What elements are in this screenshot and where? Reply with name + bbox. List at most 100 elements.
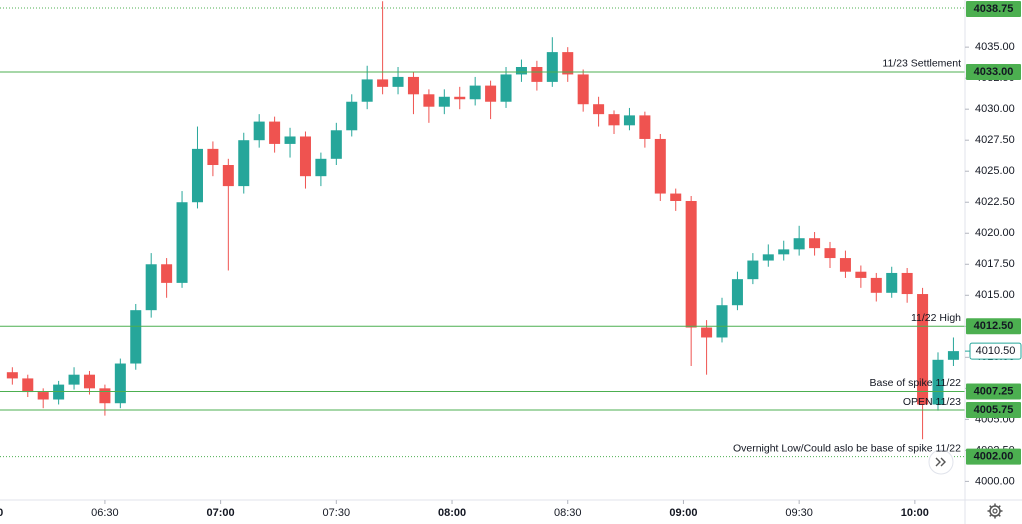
candle-body — [407, 76, 419, 95]
candle-body — [577, 74, 589, 105]
candle-body — [330, 130, 342, 159]
candle-body — [238, 140, 250, 187]
candle-body — [515, 66, 527, 75]
y-tick-label: 4027.50 — [975, 134, 1015, 146]
candle-body — [623, 115, 635, 126]
y-tick-label: 4000.00 — [975, 475, 1015, 487]
level-note: 11/22 High — [911, 312, 961, 324]
candle-body — [793, 238, 805, 250]
candle-body — [593, 104, 605, 115]
level-note: OPEN 11/23 — [903, 396, 961, 408]
candle-body — [500, 74, 512, 102]
candle-body — [886, 272, 898, 293]
level-note: 11/23 Settlement — [882, 58, 961, 70]
candle-body — [855, 271, 867, 278]
level-label-box — [966, 448, 1021, 465]
x-tick-label: 07:00 — [207, 507, 235, 519]
level-label-box — [966, 318, 1021, 335]
level-note: Base of spike 11/22 — [870, 377, 962, 389]
plot-area — [0, 1, 965, 458]
y-tick-label: 4035.00 — [975, 41, 1015, 53]
candle-body — [685, 200, 697, 328]
level-label: 4038.75 — [974, 3, 1014, 15]
candle-body — [161, 264, 173, 283]
x-tick-label: 06:30 — [91, 507, 119, 519]
candle-body — [716, 305, 728, 338]
y-tick-label: 4020.00 — [975, 227, 1015, 239]
candle-body — [207, 148, 219, 166]
candle-body — [701, 327, 713, 338]
candle-body — [531, 66, 543, 82]
candle-body — [608, 114, 620, 126]
candle-body — [639, 115, 651, 139]
candle-body — [469, 85, 481, 100]
candle-body — [870, 277, 882, 293]
candle-body — [670, 193, 682, 201]
scroll-button[interactable] — [928, 449, 954, 475]
x-tick-label: 10:00 — [901, 507, 929, 519]
candle-body — [53, 384, 65, 400]
x-tick-label: 08:00 — [438, 507, 466, 519]
settings-icon[interactable] — [987, 503, 1003, 519]
x-tick-label: 06:00 — [0, 507, 3, 519]
candle-body — [83, 374, 95, 389]
candle-body — [130, 310, 142, 364]
candle-body — [947, 351, 959, 360]
y-tick-label: 4030.00 — [975, 103, 1015, 115]
level-label-box — [966, 1, 1021, 17]
candle-body — [68, 374, 80, 385]
candle-body — [747, 260, 759, 280]
candle-body — [392, 76, 404, 87]
candle-body — [346, 101, 358, 131]
candle-body — [485, 85, 497, 102]
level-label-box — [966, 383, 1021, 400]
candle-body — [377, 79, 389, 87]
candle-body — [253, 121, 265, 141]
candle-body — [176, 202, 188, 283]
x-tick-label: 09:30 — [785, 507, 813, 519]
y-tick-label: 4015.00 — [975, 289, 1015, 301]
candle-body — [315, 158, 327, 177]
candle-body — [222, 165, 234, 187]
y-tick-label: 4025.00 — [975, 165, 1015, 177]
candle-body — [37, 392, 49, 400]
level-label: 4007.25 — [974, 385, 1014, 397]
x-tick-label: 08:30 — [554, 507, 582, 519]
candle-body — [438, 96, 450, 107]
candle-body — [423, 94, 435, 107]
x-tick-label: 07:30 — [323, 507, 351, 519]
candle-body — [562, 52, 574, 75]
candle-body — [762, 254, 774, 261]
candle-body — [839, 258, 851, 272]
candle-body — [901, 272, 913, 295]
candle-body — [361, 79, 373, 102]
candle-body — [191, 148, 203, 203]
candle-body — [454, 96, 466, 100]
level-label: 4012.50 — [974, 320, 1014, 332]
y-tick-label: 4022.50 — [975, 196, 1015, 208]
candle-body — [654, 138, 666, 194]
level-label: 4002.00 — [974, 450, 1014, 462]
candle-body — [145, 264, 157, 311]
candle-body — [932, 359, 944, 405]
candle-body — [824, 248, 836, 259]
candle-body — [917, 294, 929, 405]
x-tick-label: 09:00 — [669, 507, 697, 519]
candle-body — [546, 52, 558, 82]
candle-body — [284, 136, 296, 144]
candle-body — [269, 121, 281, 144]
level-label: 4005.75 — [974, 404, 1014, 416]
last-price-label: 4010.50 — [976, 345, 1016, 357]
candle-body — [809, 238, 821, 249]
level-label-box — [966, 63, 1021, 80]
y-tick-label: 4017.50 — [975, 258, 1015, 270]
candle-body — [778, 249, 790, 255]
level-label: 4033.00 — [974, 66, 1014, 78]
candle-body — [731, 279, 743, 306]
candle-body — [299, 136, 311, 177]
level-note: Overnight Low/Could aslo be base of spik… — [733, 442, 961, 454]
candle-body — [6, 372, 18, 379]
candle-body — [99, 388, 111, 404]
